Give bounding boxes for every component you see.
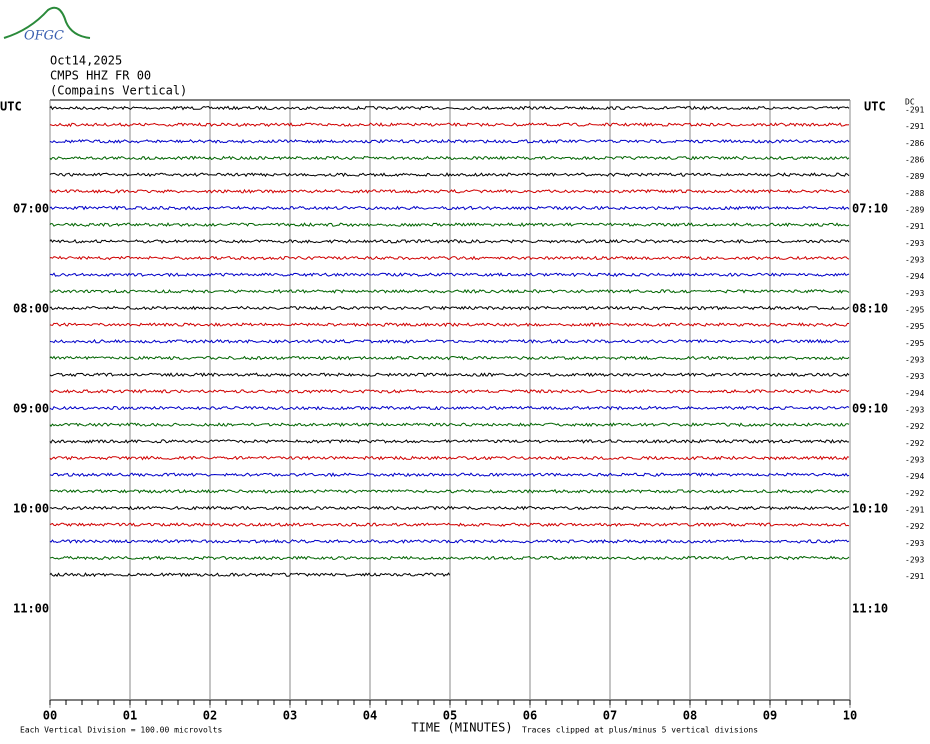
dc-value: -293 bbox=[905, 356, 924, 365]
dc-value: -291 bbox=[905, 572, 924, 581]
dc-value: -288 bbox=[905, 189, 924, 198]
left-hour-label: 09:00 bbox=[13, 402, 49, 416]
dc-value: -293 bbox=[905, 372, 924, 381]
trace bbox=[49, 372, 850, 378]
dc-value: -289 bbox=[905, 172, 924, 181]
trace bbox=[49, 188, 850, 194]
dc-value: -289 bbox=[905, 206, 924, 215]
right-hour-label: 10:10 bbox=[852, 502, 888, 516]
x-tick-label: 00 bbox=[43, 709, 57, 723]
x-tick-label: 01 bbox=[123, 709, 137, 723]
dc-value: -286 bbox=[905, 139, 924, 148]
dc-value: -291 bbox=[905, 506, 924, 515]
dc-value: -294 bbox=[905, 389, 924, 398]
dc-value: -292 bbox=[905, 439, 924, 448]
trace bbox=[49, 122, 850, 128]
dc-value: -293 bbox=[905, 289, 924, 298]
trace bbox=[49, 138, 850, 144]
logo-text: OFGC bbox=[24, 29, 64, 44]
trace bbox=[49, 155, 850, 161]
trace bbox=[49, 522, 850, 527]
x-tick-label: 06 bbox=[523, 709, 537, 723]
left-hour-label: 08:00 bbox=[13, 302, 49, 316]
left-hour-label: 07:00 bbox=[13, 202, 49, 216]
trace bbox=[49, 438, 850, 444]
x-axis-title: TIME (MINUTES) bbox=[411, 721, 512, 735]
trace bbox=[49, 322, 850, 328]
trace bbox=[49, 488, 850, 494]
dc-value: -293 bbox=[905, 256, 924, 265]
trace bbox=[49, 472, 850, 478]
dc-value: -292 bbox=[905, 422, 924, 431]
logo: OFGC bbox=[3, 6, 91, 44]
x-tick-label: 02 bbox=[203, 709, 217, 723]
dc-value: -293 bbox=[905, 556, 924, 565]
date: Oct14,2025 bbox=[50, 54, 122, 68]
scale-note: Each Vertical Division = 100.00 microvol… bbox=[20, 726, 222, 735]
dc-value: -295 bbox=[905, 306, 924, 315]
logo-arc bbox=[3, 6, 91, 39]
trace bbox=[49, 172, 850, 178]
trace bbox=[49, 105, 850, 111]
right-hour-label: 11:10 bbox=[852, 602, 888, 616]
x-tick-label: 03 bbox=[283, 709, 297, 723]
trace bbox=[49, 455, 850, 461]
trace bbox=[49, 205, 850, 211]
trace bbox=[49, 539, 850, 544]
dc-value: -293 bbox=[905, 406, 924, 415]
trace bbox=[49, 255, 850, 261]
dc-value: -295 bbox=[905, 322, 924, 331]
trace bbox=[49, 405, 850, 411]
clip-note: Traces clipped at plus/minus 5 vertical … bbox=[522, 726, 758, 735]
dc-value: -293 bbox=[905, 239, 924, 248]
dc-value: -291 bbox=[905, 222, 924, 231]
dc-value: -293 bbox=[905, 539, 924, 548]
dc-value: -291 bbox=[905, 122, 924, 131]
dc-value: -293 bbox=[905, 456, 924, 465]
dc-value: -292 bbox=[905, 522, 924, 531]
left-hour-label: 10:00 bbox=[13, 502, 49, 516]
trace bbox=[49, 505, 850, 511]
dc-title: DC bbox=[905, 98, 915, 107]
trace bbox=[49, 238, 850, 244]
x-tick-label: 09 bbox=[763, 709, 777, 723]
trace bbox=[49, 272, 850, 278]
trace bbox=[49, 389, 850, 394]
left-axis-title: UTC bbox=[0, 100, 22, 114]
dc-value: -286 bbox=[905, 156, 924, 165]
left-hour-label: 11:00 bbox=[13, 602, 49, 616]
dc-value: -295 bbox=[905, 339, 924, 348]
right-hour-label: 09:10 bbox=[852, 402, 888, 416]
dc-value: -291 bbox=[905, 106, 924, 115]
x-tick-label: 04 bbox=[363, 709, 377, 723]
trace bbox=[49, 422, 850, 428]
location: (Compains Vertical) bbox=[50, 84, 187, 98]
right-hour-label: 08:10 bbox=[852, 302, 888, 316]
trace bbox=[49, 572, 451, 578]
dc-value: -292 bbox=[905, 489, 924, 498]
x-tick-label: 08 bbox=[683, 709, 697, 723]
trace bbox=[49, 288, 850, 294]
trace bbox=[49, 222, 850, 228]
trace bbox=[49, 305, 850, 311]
trace bbox=[49, 338, 850, 344]
station: CMPS HHZ FR 00 bbox=[50, 69, 151, 83]
x-tick-label: 07 bbox=[603, 709, 617, 723]
x-tick-label: 10 bbox=[843, 709, 857, 723]
trace bbox=[49, 355, 850, 361]
dc-value: -294 bbox=[905, 272, 924, 281]
right-hour-label: 07:10 bbox=[852, 202, 888, 216]
dc-value: -294 bbox=[905, 472, 924, 481]
x-tick-label: 05 bbox=[443, 709, 457, 723]
trace bbox=[49, 555, 850, 561]
right-axis-title: UTC bbox=[864, 100, 886, 114]
